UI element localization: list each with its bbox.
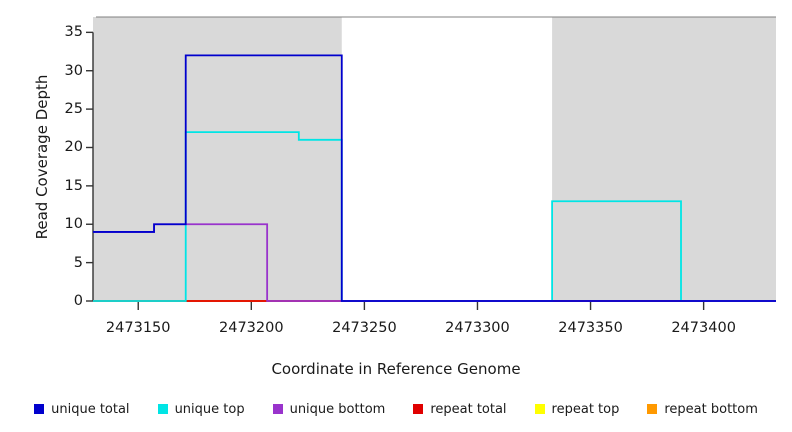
x-tick-label: 2473400: [671, 320, 736, 336]
legend-item-unique-bottom[interactable]: unique bottom: [272, 401, 386, 417]
x-tick-label: 2473300: [445, 320, 510, 336]
legend-swatch-icon: [647, 404, 658, 414]
chart-legend: unique total unique top unique bottom repea…: [0, 398, 792, 420]
y-tick-label: 15: [64, 177, 83, 194]
legend-swatch-icon: [157, 404, 168, 414]
legend-label: unique top: [174, 401, 245, 417]
legend-swatch-icon: [272, 404, 283, 414]
legend-item-repeat-bottom[interactable]: repeat bottom: [647, 402, 758, 417]
shaded-region-0: [93, 17, 342, 301]
legend-item-unique-total[interactable]: unique total: [34, 401, 130, 417]
legend-swatch-icon: [413, 404, 424, 414]
y-tick-label: 25: [64, 101, 83, 118]
legend-label: unique bottom: [289, 401, 386, 417]
legend-item-unique-top[interactable]: unique top: [157, 401, 245, 417]
series-line-unique-total: [93, 54, 776, 302]
x-tick-label: 2473150: [105, 320, 171, 336]
x-tick-label: 2473200: [219, 320, 284, 336]
y-tick-label: 20: [64, 139, 83, 156]
y-tick-label: 30: [64, 62, 83, 79]
x-tick-label: 2473250: [332, 320, 397, 336]
legend-swatch-icon: [34, 404, 45, 414]
y-tick-label: 10: [64, 216, 83, 233]
y-tick-label: 5: [73, 254, 83, 271]
legend-item-repeat-top[interactable]: repeat top: [534, 401, 620, 417]
x-tick-label: 2473350: [558, 320, 623, 336]
legend-item-repeat-total[interactable]: repeat total: [413, 401, 507, 417]
legend-swatch-icon: [534, 404, 545, 414]
y-tick-label: 0: [73, 293, 83, 309]
x-axis-title: Coordinate in Reference Genome: [271, 360, 521, 378]
legend-label: unique total: [51, 401, 130, 417]
legend-label: repeat top: [551, 401, 620, 417]
y-tick-label: 35: [64, 24, 83, 41]
shaded-region-1: [552, 17, 776, 301]
legend-label: repeat total: [430, 401, 507, 417]
legend-label: repeat bottom: [664, 401, 758, 417]
